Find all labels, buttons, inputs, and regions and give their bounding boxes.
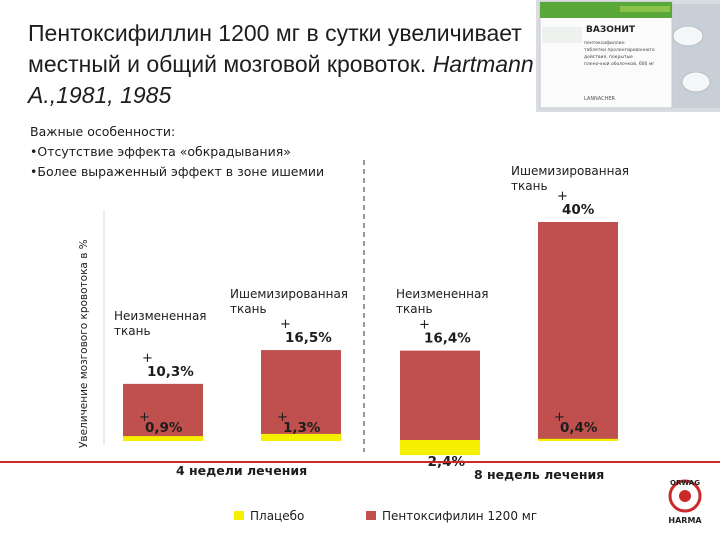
period-label-1: 4 недели лечения <box>176 463 307 478</box>
logo-bottom-text: HARMA <box>668 516 702 525</box>
footer-divider <box>0 461 720 463</box>
notes-heading: Важные особенности: <box>30 124 176 139</box>
placebo-plus-marker-4: + <box>554 410 565 425</box>
legend-swatch-placebo <box>234 511 244 520</box>
drug-value-label-4: 40% <box>562 202 595 218</box>
drug-value-label-1: 10,3% <box>147 364 194 380</box>
placebo-value-label-4: 0,4% <box>560 420 598 436</box>
placebo-bar-3 <box>400 440 480 456</box>
legend-swatch-drug <box>366 511 376 520</box>
drug-bar-3 <box>400 350 480 440</box>
placebo-bar-2 <box>261 433 341 441</box>
placebo-plus-marker-2: + <box>277 410 288 425</box>
drug-bar-4 <box>538 222 618 440</box>
placebo-value-label-1: 0,9% <box>145 420 183 436</box>
drug-plus-marker-3: + <box>419 318 430 333</box>
placebo-plus-marker-1: + <box>139 410 150 425</box>
legend-label-drug: Пентоксифилин 1200 мг <box>382 509 537 523</box>
drug-plus-marker-1: + <box>142 351 153 366</box>
group-label-3: Неизмененная ткань <box>396 287 489 316</box>
note-item-2: •Более выраженный эффект в зоне ишемии <box>30 164 325 179</box>
product-box-image: ВАЗОНИТ пентоксифиллин таблетки пролонги… <box>536 0 720 112</box>
period-label-2: 8 недель лечения <box>474 467 604 482</box>
product-maker: LANNACHER <box>584 96 616 102</box>
notes-block: Важные особенности: •Отсутствие эффекта … <box>30 122 324 182</box>
product-line-2: таблетки пролонгированного <box>584 47 655 53</box>
placebo-bar-1 <box>123 436 203 441</box>
drug-value-label-3: 16,4% <box>424 331 471 347</box>
product-line-4: пленочной оболочкой, 600 мг <box>584 60 655 67</box>
drug-bar-1 <box>123 383 203 440</box>
drug-value-label-2: 16,5% <box>285 330 332 346</box>
product-line-3: действия, покрытые <box>584 53 633 60</box>
title-reference: Hartmann A.,1981, 1985 <box>28 51 534 108</box>
slide-title: Пентоксифиллин 1200 мг в сутки увеличива… <box>28 18 538 111</box>
note-item-1: •Отсутствие эффекта «обкрадывания» <box>30 144 291 159</box>
title-main: Пентоксифиллин 1200 мг в сутки увеличива… <box>28 20 522 77</box>
legend-label-placebo: Плацебо <box>250 509 304 523</box>
logo-top-text: ORWAG <box>670 479 700 487</box>
product-line-1: пентоксифиллин <box>584 40 625 46</box>
product-brand: ВАЗОНИТ <box>586 25 636 35</box>
group-label-2: Ишемизированная ткань <box>230 287 348 316</box>
drug-plus-marker-2: + <box>280 317 291 332</box>
legend-box <box>108 486 653 540</box>
group-label-1: Неизмененная ткань <box>114 309 207 338</box>
drug-plus-marker-4: + <box>557 189 568 204</box>
drug-bar-2 <box>261 350 341 440</box>
placebo-value-label-2: 1,3% <box>283 420 321 436</box>
group-label-4: Ишемизированная ткань <box>511 164 629 193</box>
placebo-bar-4 <box>538 438 618 441</box>
company-logo: ORWAG HARMA <box>656 476 714 530</box>
